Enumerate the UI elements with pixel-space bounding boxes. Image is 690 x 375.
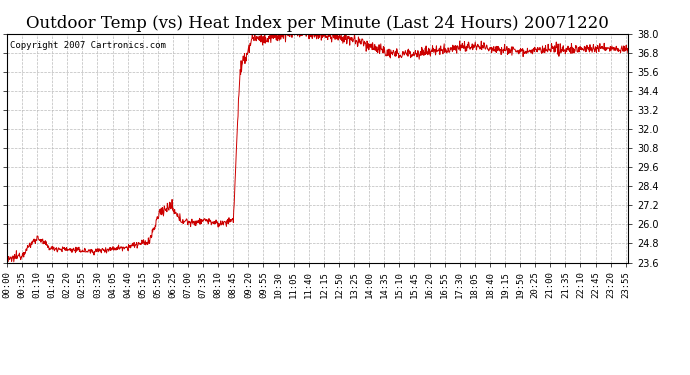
Title: Outdoor Temp (vs) Heat Index per Minute (Last 24 Hours) 20071220: Outdoor Temp (vs) Heat Index per Minute … <box>26 15 609 32</box>
Text: Copyright 2007 Cartronics.com: Copyright 2007 Cartronics.com <box>10 40 166 50</box>
